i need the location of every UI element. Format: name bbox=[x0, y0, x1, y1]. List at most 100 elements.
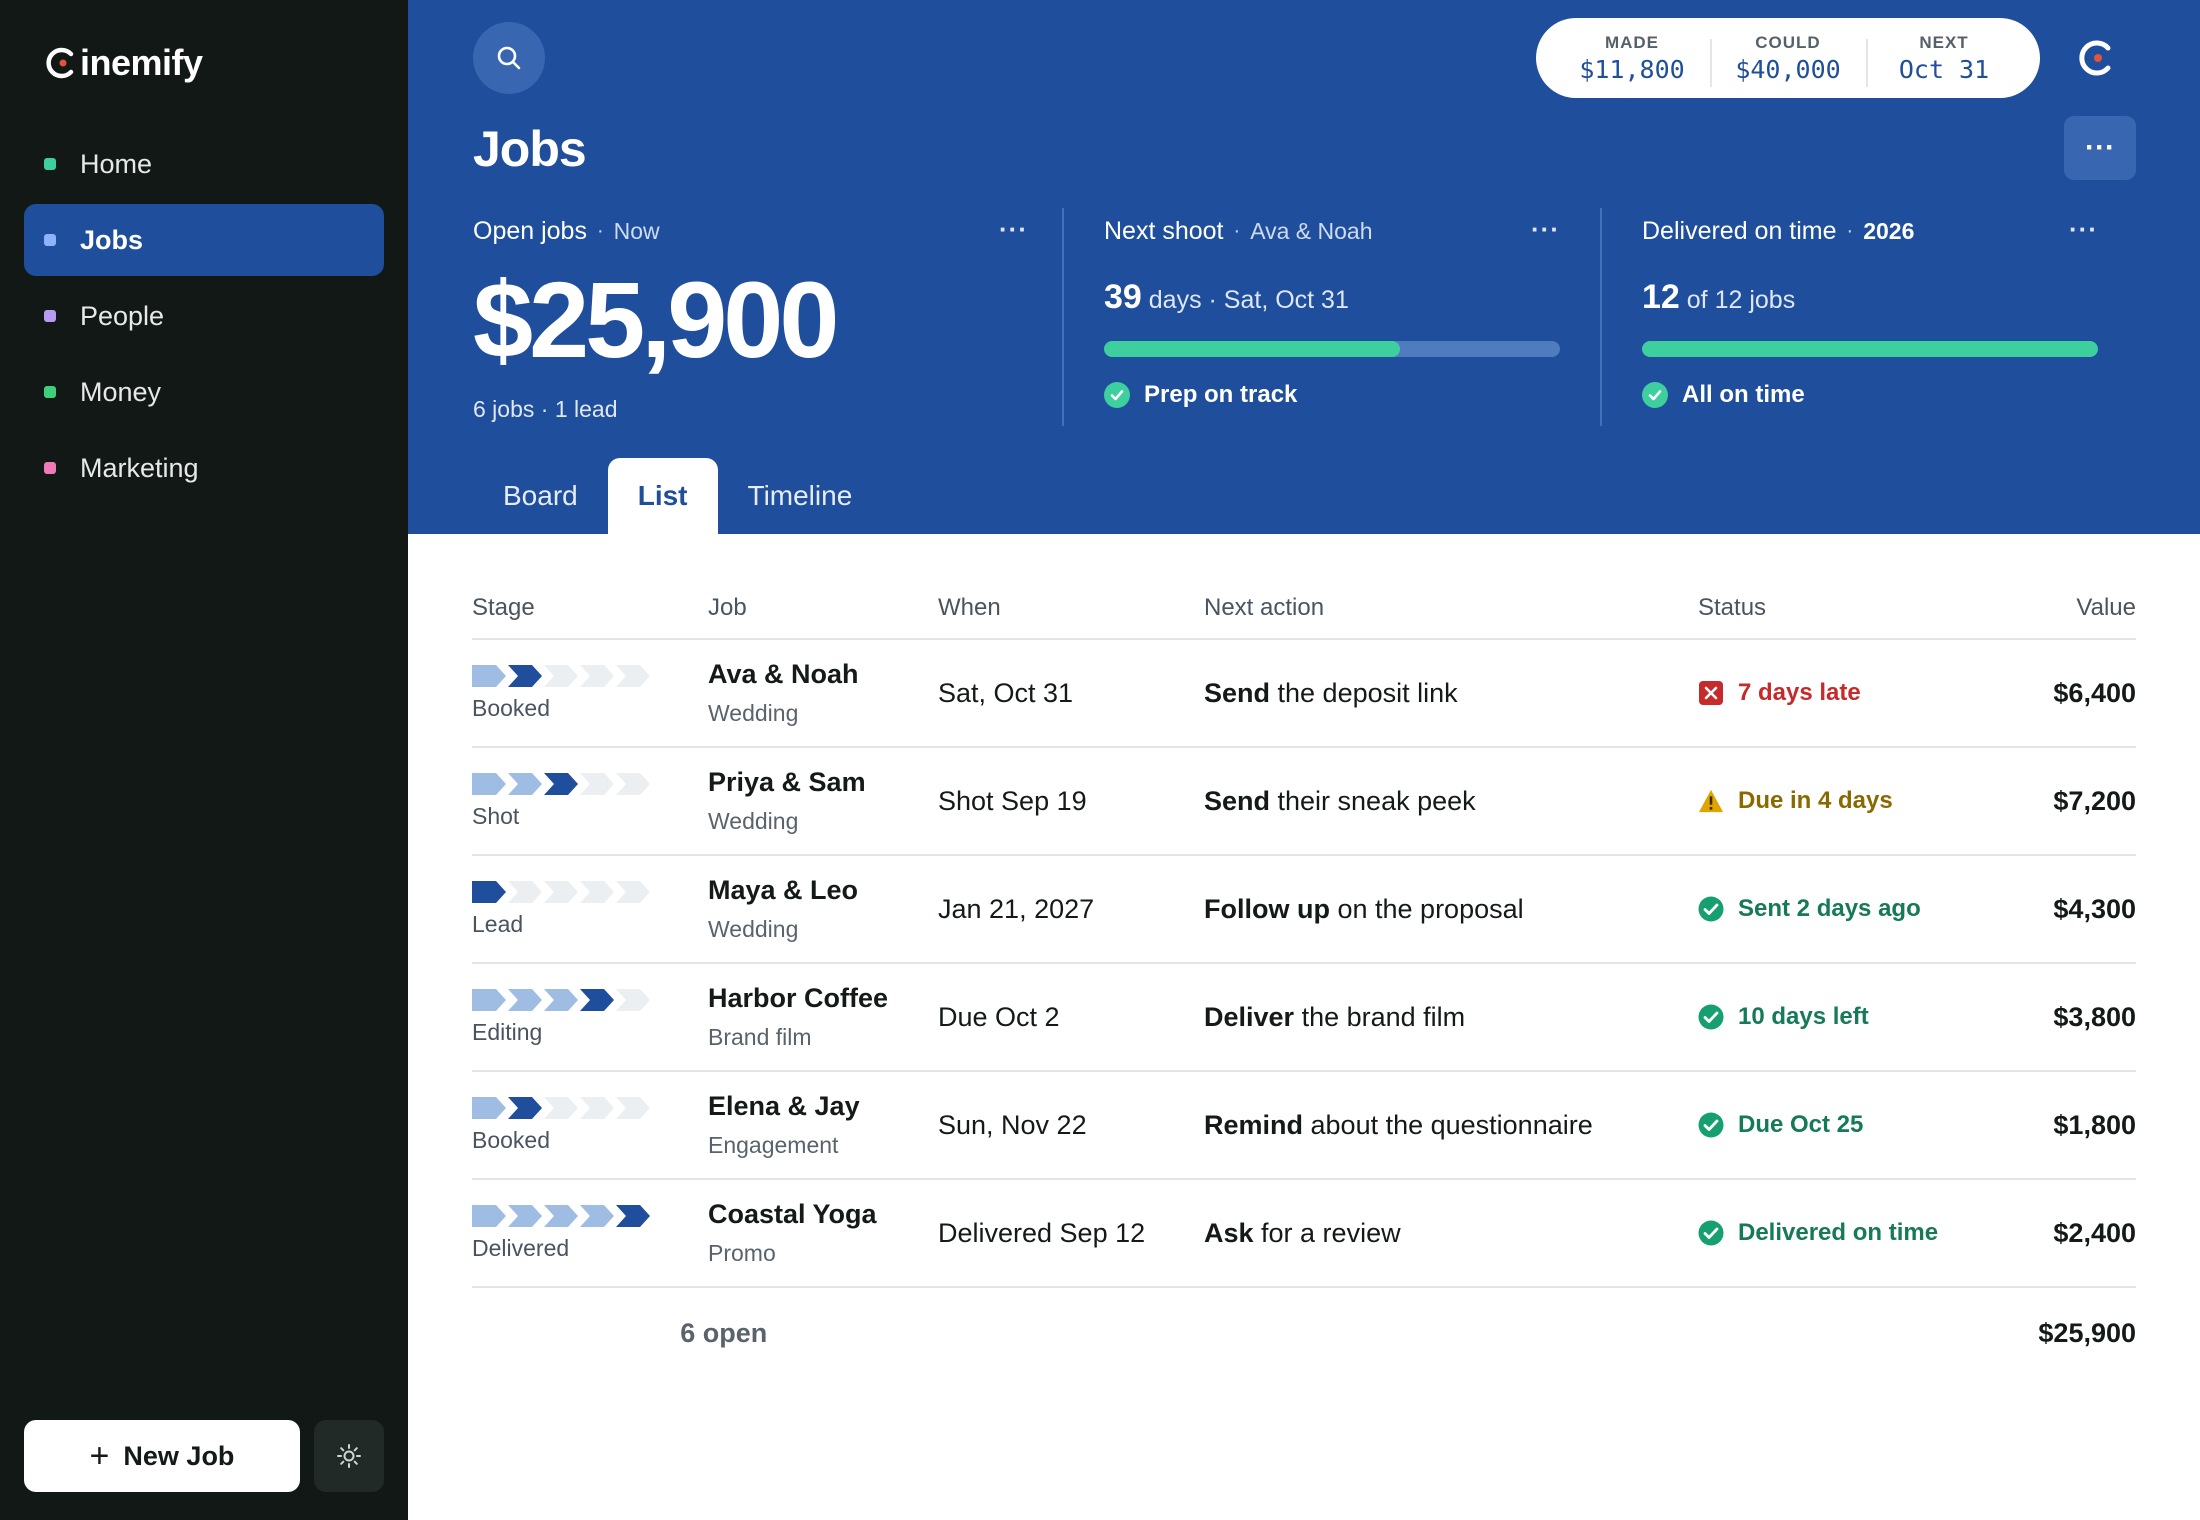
next-action-cell[interactable]: Ask for a review bbox=[1204, 1218, 1698, 1249]
job-type: Wedding bbox=[708, 700, 799, 726]
job-cell[interactable]: Priya & Sam Wedding bbox=[708, 767, 938, 835]
next-action-cell[interactable]: Remind about the questionnaire bbox=[1204, 1110, 1698, 1141]
job-cell[interactable]: Harbor Coffee Brand film bbox=[708, 983, 938, 1051]
metric-text: of 12 jobs bbox=[1686, 286, 1796, 314]
stage-label: Lead bbox=[472, 910, 524, 937]
delivered-status: All on time bbox=[1642, 381, 2098, 409]
stage-step-icon bbox=[580, 1096, 614, 1119]
when-cell: Due Oct 2 bbox=[938, 1001, 1060, 1032]
search-button[interactable] bbox=[473, 22, 545, 94]
next-action-cell[interactable]: Send the deposit link bbox=[1204, 678, 1698, 709]
card-divider bbox=[1600, 208, 1602, 426]
theme-toggle-button[interactable] bbox=[314, 1420, 384, 1492]
new-job-label: New Job bbox=[123, 1440, 235, 1471]
action-rest: the brand film bbox=[1294, 1001, 1466, 1032]
value-cell: $2,400 bbox=[2053, 1217, 2136, 1248]
logo[interactable]: inemify bbox=[44, 42, 203, 84]
stage-step-icon bbox=[544, 772, 578, 795]
table-row[interactable]: Editing Harbor Coffee Brand film Due Oct 2 D… bbox=[472, 964, 2136, 1072]
col-job[interactable]: Job bbox=[708, 594, 747, 621]
stage-step-icon bbox=[580, 988, 614, 1011]
status-cell: 10 days left bbox=[1698, 1003, 1998, 1031]
sidebar-item-people[interactable]: People bbox=[24, 280, 384, 352]
action-verb: Send bbox=[1204, 785, 1271, 816]
job-name[interactable]: Elena & Jay bbox=[708, 1091, 860, 1121]
col-next-action[interactable]: Next action bbox=[1204, 594, 1325, 621]
col-value[interactable]: Value bbox=[2076, 594, 2136, 621]
job-cell[interactable]: Ava & Noah Wedding bbox=[708, 659, 938, 727]
table-row[interactable]: Booked Ava & Noah Wedding Sat, Oct 31 Send t… bbox=[472, 640, 2136, 748]
action-verb: Deliver bbox=[1204, 1001, 1295, 1032]
stage-step-icon bbox=[544, 664, 578, 687]
next-shoot-status: Prep on track bbox=[1104, 381, 1560, 409]
card-head: Open jobs · Now bbox=[473, 206, 1028, 256]
stage-cell: Editing bbox=[472, 988, 708, 1046]
card-sub: 2026 bbox=[1863, 217, 1915, 244]
progress-fill bbox=[1642, 341, 2098, 357]
tab-board[interactable]: Board bbox=[503, 480, 578, 511]
job-cell[interactable]: Elena & Jay Engagement bbox=[708, 1091, 938, 1159]
job-cell[interactable]: Maya & Leo Wedding bbox=[708, 875, 938, 943]
status-text: Due Oct 25 bbox=[1738, 1111, 1864, 1138]
stage-progress bbox=[472, 664, 708, 687]
stage-step-icon bbox=[580, 1204, 614, 1227]
table-row[interactable]: Lead Maya & Leo Wedding Jan 21, 2027 Follow … bbox=[472, 856, 2136, 964]
job-name[interactable]: Maya & Leo bbox=[708, 875, 859, 905]
delivered-progress-bar bbox=[1642, 341, 2098, 357]
tab-list[interactable]: List bbox=[607, 458, 718, 534]
job-name[interactable]: Priya & Sam bbox=[708, 767, 866, 797]
next-shoot-menu-button[interactable]: ··· bbox=[1531, 214, 1560, 244]
table-row[interactable]: Delivered Coastal Yoga Promo Delivered Sep … bbox=[472, 1180, 2136, 1288]
job-type: Wedding bbox=[708, 916, 799, 942]
next-action-cell[interactable]: Deliver the brand film bbox=[1204, 1002, 1698, 1033]
late-x-icon bbox=[1698, 680, 1724, 706]
brand-c-icon[interactable] bbox=[2076, 38, 2116, 78]
next-action-cell[interactable]: Follow up on the proposal bbox=[1204, 894, 1698, 925]
stage-label: Delivered bbox=[472, 1234, 570, 1261]
delivered-card: Delivered on time · 2026 ··· 12 of 12 jo… bbox=[1642, 206, 2098, 426]
table-row[interactable]: Booked Elena & Jay Engagement Sun, Nov 22 Re… bbox=[472, 1072, 2136, 1180]
sidebar-item-jobs[interactable]: Jobs bbox=[24, 204, 384, 276]
table-row[interactable]: Shot Priya & Sam Wedding Shot Sep 19 Send th… bbox=[472, 748, 2136, 856]
stage-progress bbox=[472, 1204, 708, 1227]
stat-could: COULD $40,000 bbox=[1710, 33, 1866, 87]
job-type: Promo bbox=[708, 1240, 776, 1266]
stats-pill: MADE $11,800 COULD $40,000 NEXT Oct 31 bbox=[1536, 18, 2040, 98]
job-cell[interactable]: Coastal Yoga Promo bbox=[708, 1199, 938, 1267]
stage-step-icon bbox=[508, 664, 542, 687]
stage-step-icon bbox=[616, 1096, 650, 1119]
job-name[interactable]: Harbor Coffee bbox=[708, 983, 889, 1013]
tab-timeline[interactable]: Timeline bbox=[747, 480, 853, 511]
value-cell: $3,800 bbox=[2053, 1001, 2136, 1032]
delivered-menu-button[interactable]: ··· bbox=[2069, 214, 2098, 244]
sidebar-item-home[interactable]: Home bbox=[24, 128, 384, 200]
col-status[interactable]: Status bbox=[1698, 594, 1767, 621]
stat-label: NEXT bbox=[1919, 32, 1969, 52]
job-name[interactable]: Ava & Noah bbox=[708, 659, 859, 689]
stage-step-icon bbox=[508, 988, 542, 1011]
stage-step-icon bbox=[580, 880, 614, 903]
col-when[interactable]: When bbox=[938, 594, 1001, 621]
stat-label: MADE bbox=[1604, 32, 1660, 52]
stage-step-icon bbox=[508, 772, 542, 795]
sidebar-item-money[interactable]: Money bbox=[24, 356, 384, 428]
sidebar-item-marketing[interactable]: Marketing bbox=[24, 432, 384, 504]
card-sub: Now bbox=[613, 217, 660, 244]
stage-step-icon bbox=[616, 664, 650, 687]
open-jobs-menu-button[interactable]: ··· bbox=[999, 214, 1028, 244]
stage-cell: Delivered bbox=[472, 1204, 708, 1262]
home-dot-icon bbox=[44, 158, 56, 170]
job-name[interactable]: Coastal Yoga bbox=[708, 1199, 877, 1229]
card-head: Next shoot · Ava & Noah bbox=[1104, 206, 1560, 256]
next-action-cell[interactable]: Send their sneak peek bbox=[1204, 786, 1698, 817]
total-value: $25,900 bbox=[2038, 1317, 2137, 1348]
more-options-button[interactable]: ··· bbox=[2064, 116, 2136, 180]
table-footer: 6 open $25,900 bbox=[472, 1288, 2136, 1378]
stage-step-icon bbox=[544, 988, 578, 1011]
new-job-button[interactable]: + New Job bbox=[24, 1420, 300, 1492]
col-stage[interactable]: Stage bbox=[472, 594, 535, 621]
stage-step-icon bbox=[544, 880, 578, 903]
sidebar-item-label: Jobs bbox=[80, 224, 144, 255]
action-verb: Send bbox=[1204, 677, 1271, 708]
card-sub: Ava & Noah bbox=[1250, 217, 1373, 244]
